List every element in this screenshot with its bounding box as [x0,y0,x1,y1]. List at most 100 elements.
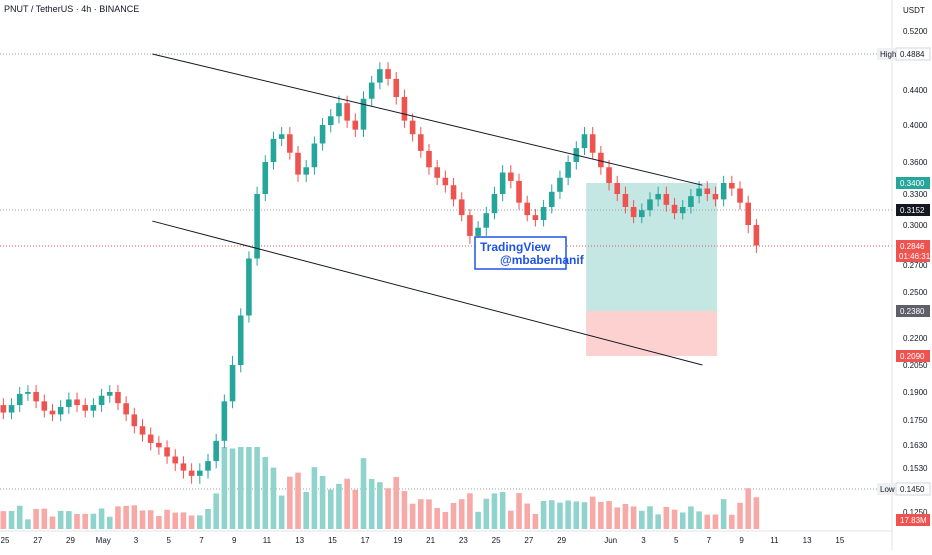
volume-bar [417,499,424,529]
volume-bar [237,447,244,529]
volume-bar [377,482,383,529]
volume-bar [442,511,449,529]
x-tick-label: 25 [492,536,501,545]
candle-body [679,206,686,214]
candle-body [540,206,547,221]
candle-body [557,177,563,192]
price-axis[interactable] [892,0,932,550]
candle-body [565,162,571,178]
watermark-box [474,236,567,270]
price-label-low: 0.1450 [900,485,925,494]
volume-bar [188,515,195,529]
volume-bar [606,501,612,529]
volume-bar [401,491,408,529]
volume-bar [319,475,326,529]
volume-bar [516,493,522,529]
candle-body [41,401,48,411]
candle-body [49,410,56,415]
x-tick-label: 3 [134,536,139,545]
x-tick-label: 11 [263,536,272,545]
volume-bar [213,493,219,529]
candle-body [213,440,219,462]
y-tick-label: 0.3000 [903,221,928,230]
candle-body [66,399,72,407]
x-tick-label: 7 [707,536,712,545]
price-label-entry-box [896,305,930,317]
y-tick-label: 0.2500 [903,288,928,297]
y-tick-label: 0.3300 [903,190,928,199]
volume-bar [164,509,170,529]
volume-bar [426,499,432,529]
candle-body [630,206,637,218]
y-tick-label: 0.2200 [903,334,928,343]
x-tick-label: 29 [557,536,566,545]
x-tick-label: 15 [835,536,844,545]
volume-bar [737,502,743,529]
candle-body [352,120,359,130]
y-tick-label: 0.4000 [903,121,928,130]
volume-bar [33,508,39,529]
candle-body [524,202,531,216]
trendline-channel-top[interactable] [152,53,703,186]
x-tick-labels[interactable]: 25 27 29 May 3 5 7 9 11 13 15 17 19 21 23 25 27 29 Jun 3 5 7 9… [1,536,845,545]
candle-body [598,152,604,168]
candle-body [622,194,629,207]
y-tick-label: 0.3600 [903,158,928,167]
volume-bar [688,506,694,529]
price-label-target: 0.3400 [900,179,925,188]
price-label-stop-box [896,350,930,362]
candle-body [614,183,621,194]
volume-bar [295,472,301,529]
volume-bar [565,500,571,529]
candle-body [688,196,694,207]
x-tick-label: 27 [33,536,42,545]
candle-body [606,167,612,183]
candle-body [516,180,522,203]
candle-body [327,116,334,125]
volume-bar [8,510,15,529]
candle-body [33,392,39,402]
candle-body [278,134,285,139]
volume-bars [0,447,760,529]
price-label-current: 0.2846 [900,242,925,251]
candle-body [197,470,203,476]
candle-body [123,403,129,415]
volume-bar [123,505,129,529]
candle-body [8,405,15,413]
candle-body [385,69,391,79]
price-label-current-box [896,240,930,262]
volume-bar [712,514,719,529]
candles [0,62,760,484]
candle-body [237,315,244,365]
candle-body [483,213,490,228]
volume-bar [589,496,596,529]
candle-body [360,98,367,130]
y-tick-label: 0.2700 [903,261,928,270]
candle-body [25,392,31,394]
volume-bar [450,502,457,529]
y-tick-label: 0.1530 [903,464,928,473]
candle-body [450,185,457,200]
x-tick-label: 9 [232,536,237,545]
price-tag-high-box [877,48,895,60]
candle-body [532,215,539,221]
candle-body [262,162,269,194]
volume-bar [753,497,760,529]
volume-bar [57,510,64,529]
price-label-target-box [896,177,930,189]
volume-bar [41,508,48,529]
volume-bar [205,508,211,529]
volume-bar [499,492,506,529]
candle-body [720,183,727,200]
candle-body [581,134,588,149]
trendline-channel-bottom[interactable] [152,220,703,366]
volume-bar [598,501,604,529]
countdown-label: 01:46:31 [899,252,931,261]
volume-bar [557,502,563,529]
volume-bar [458,499,465,529]
volume-bar [360,458,367,529]
volume-bar [671,509,678,529]
candle-body [696,188,702,197]
